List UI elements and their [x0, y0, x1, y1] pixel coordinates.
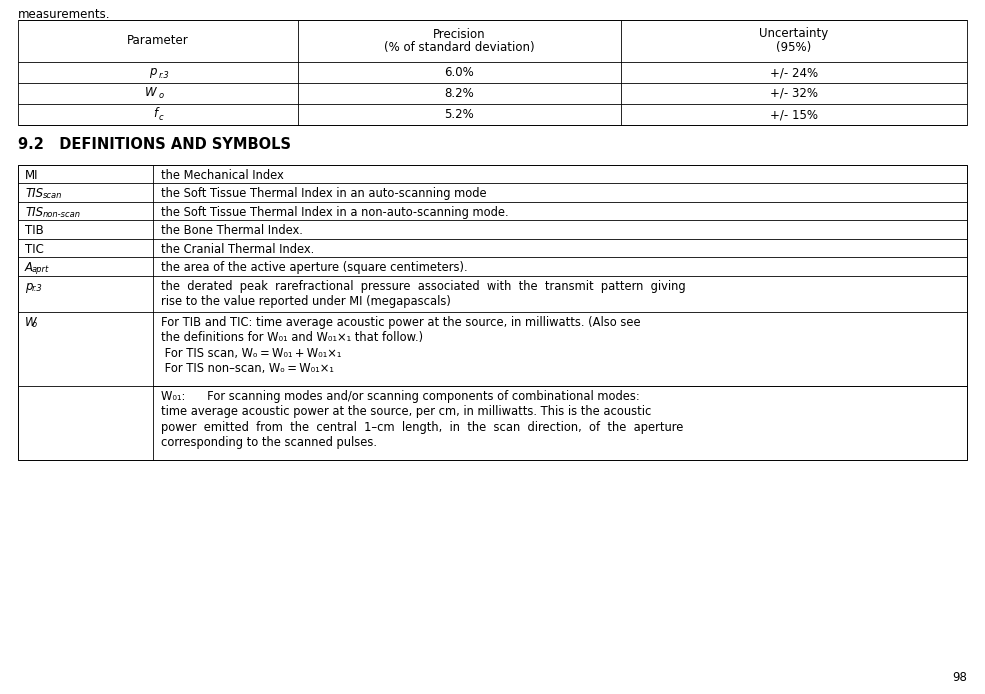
Text: A: A: [25, 262, 33, 275]
Text: the Mechanical Index: the Mechanical Index: [161, 169, 284, 182]
Text: p: p: [25, 280, 33, 293]
Text: aprt: aprt: [32, 266, 48, 275]
Text: the  derated  peak  rarefractional  pressure  associated  with  the  transmit  p: the derated peak rarefractional pressure…: [161, 280, 686, 293]
Text: the Soft Tissue Thermal Index in a non-auto-scanning mode.: the Soft Tissue Thermal Index in a non-a…: [161, 206, 508, 219]
Text: +/- 24%: +/- 24%: [769, 66, 818, 79]
Text: TIS: TIS: [25, 187, 43, 201]
Text: the Soft Tissue Thermal Index in an auto-scanning mode: the Soft Tissue Thermal Index in an auto…: [161, 187, 487, 201]
Text: W₀₁:      For scanning modes and/or scanning components of combinational modes:: W₀₁: For scanning modes and/or scanning …: [161, 390, 639, 403]
Text: W: W: [146, 86, 157, 99]
Text: TIB: TIB: [25, 224, 43, 237]
Text: For TIS non–scan, Wₒ = W₀₁×₁: For TIS non–scan, Wₒ = W₀₁×₁: [161, 362, 334, 375]
Text: (95%): (95%): [776, 42, 812, 55]
Text: TIS: TIS: [25, 206, 43, 219]
Text: +/- 15%: +/- 15%: [770, 108, 818, 121]
Text: measurements.: measurements.: [18, 8, 110, 21]
Text: non-scan: non-scan: [42, 210, 81, 219]
Text: scan: scan: [42, 192, 62, 201]
Text: For TIS scan, Wₒ = W₀₁ + W₀₁×₁: For TIS scan, Wₒ = W₀₁ + W₀₁×₁: [161, 347, 342, 360]
Text: c: c: [159, 112, 164, 121]
Text: +/- 32%: +/- 32%: [770, 87, 818, 100]
Text: MI: MI: [25, 169, 38, 182]
Text: r.3: r.3: [32, 284, 42, 293]
Text: the area of the active aperture (square centimeters).: the area of the active aperture (square …: [161, 262, 468, 275]
Text: corresponding to the scanned pulses.: corresponding to the scanned pulses.: [161, 437, 377, 450]
Text: (% of standard deviation): (% of standard deviation): [384, 42, 535, 55]
Text: 98: 98: [952, 671, 967, 684]
Text: TIC: TIC: [25, 243, 44, 256]
Text: 9.2   DEFINITIONS AND SYMBOLS: 9.2 DEFINITIONS AND SYMBOLS: [18, 137, 291, 152]
Text: Parameter: Parameter: [127, 35, 189, 47]
Bar: [18, 20, 967, 125]
Text: the Bone Thermal Index.: the Bone Thermal Index.: [161, 224, 302, 237]
Text: For TIB and TIC: time average acoustic power at the source, in milliwatts. (Also: For TIB and TIC: time average acoustic p…: [161, 316, 640, 329]
Text: f: f: [153, 107, 157, 120]
Text: the Cranial Thermal Index.: the Cranial Thermal Index.: [161, 243, 314, 256]
Text: rise to the value reported under MI (megapascals): rise to the value reported under MI (meg…: [161, 296, 451, 309]
Text: Uncertainty: Uncertainty: [759, 28, 828, 40]
Text: W: W: [25, 316, 36, 329]
Text: o: o: [159, 92, 164, 101]
Text: power  emitted  from  the  central  1–cm  length,  in  the  scan  direction,  of: power emitted from the central 1–cm leng…: [161, 421, 684, 434]
Text: o: o: [32, 320, 36, 329]
Text: Precision: Precision: [433, 28, 486, 40]
Text: the definitions for W₀₁ and W₀₁×₁ that follow.): the definitions for W₀₁ and W₀₁×₁ that f…: [161, 332, 424, 344]
Text: 8.2%: 8.2%: [444, 87, 474, 100]
Text: 5.2%: 5.2%: [444, 108, 474, 121]
Text: 6.0%: 6.0%: [444, 66, 474, 79]
Bar: [18, 165, 967, 460]
Text: p: p: [150, 65, 157, 78]
Text: r.3: r.3: [159, 71, 169, 80]
Text: time average acoustic power at the source, per cm, in milliwatts. This is the ac: time average acoustic power at the sourc…: [161, 405, 651, 418]
